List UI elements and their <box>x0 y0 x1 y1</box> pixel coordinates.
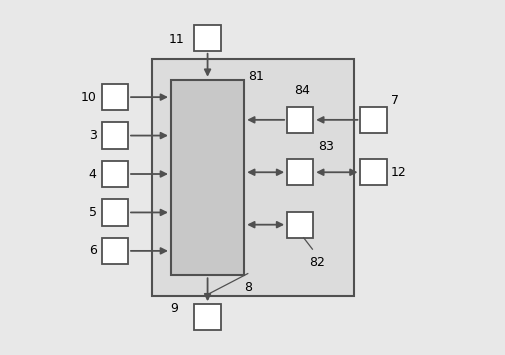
Text: 4: 4 <box>88 168 96 180</box>
Bar <box>194 304 220 331</box>
Text: 84: 84 <box>293 84 309 97</box>
Text: 10: 10 <box>81 91 96 104</box>
Bar <box>152 59 354 296</box>
Bar <box>102 122 128 149</box>
Bar <box>171 80 244 275</box>
Text: 7: 7 <box>390 94 398 107</box>
Bar <box>360 107 386 133</box>
Text: 82: 82 <box>308 256 324 269</box>
Bar <box>286 107 313 133</box>
Bar <box>102 238 128 264</box>
Bar <box>102 161 128 187</box>
Text: 3: 3 <box>88 129 96 142</box>
Text: 83: 83 <box>317 140 333 153</box>
Bar <box>360 159 386 185</box>
Text: 6: 6 <box>88 244 96 257</box>
Text: 81: 81 <box>247 70 263 83</box>
Bar <box>102 84 128 110</box>
Text: 11: 11 <box>169 33 184 46</box>
Text: 9: 9 <box>170 302 178 315</box>
Bar <box>102 200 128 225</box>
Bar <box>194 24 220 51</box>
Bar <box>286 212 313 238</box>
Text: 5: 5 <box>88 206 96 219</box>
Text: 12: 12 <box>390 166 406 179</box>
Text: 8: 8 <box>243 280 251 294</box>
Bar <box>286 159 313 185</box>
